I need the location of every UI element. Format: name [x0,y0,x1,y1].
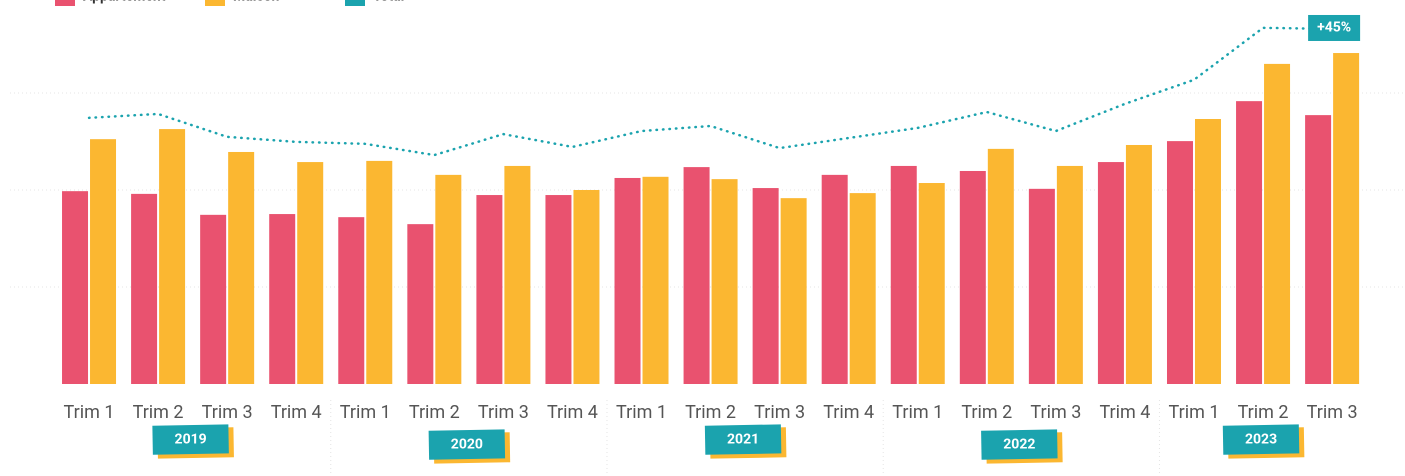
legend-label: Total [373,0,404,5]
legend-swatch [345,0,365,6]
bar [780,198,807,384]
year-label: 2020 [451,437,483,453]
x-tick-label: Trim 2 [409,402,460,423]
legend-swatch [55,0,75,6]
bar [1194,118,1221,384]
bar [711,179,738,384]
year-label: 2023 [1245,432,1277,448]
x-tick-label: Trim 3 [1030,402,1081,423]
x-tick-label: Trim 4 [271,402,322,423]
x-tick-label: Trim 1 [1169,402,1220,423]
x-tick-label: Trim 4 [547,402,598,423]
bar [1166,141,1193,384]
x-tick-label: Trim 1 [892,402,943,423]
bar [1028,188,1055,384]
bar [1264,63,1291,385]
x-tick-label: Trim 2 [685,402,736,423]
bar [1056,165,1083,384]
bar [683,167,710,384]
bar [200,214,227,384]
x-tick-label: Trim 2 [133,402,184,423]
year-label: 2022 [1003,437,1035,453]
bar [504,165,531,384]
bar [918,183,945,384]
bar [297,162,324,384]
annotation: +45% [1317,20,1351,36]
x-tick-label: Trim 3 [202,402,253,423]
bar [573,190,600,384]
x-tick-label: Trim 2 [1238,402,1289,423]
bar [1125,144,1152,384]
bar [849,193,876,384]
bar [890,165,917,384]
legend-label: Maison [233,0,280,5]
x-tick-label: Trim 1 [64,402,115,423]
bar [131,193,158,384]
year-box [152,424,229,455]
x-tick-label: Trim 2 [961,402,1012,423]
bar [338,217,365,384]
x-tick-label: Trim 3 [478,402,529,423]
bar [1097,162,1124,384]
bar [545,195,572,384]
year-box [704,424,782,455]
bar [642,176,669,384]
bar [987,148,1014,384]
bar [1236,101,1263,384]
bar [1305,115,1332,384]
bar [959,170,986,384]
x-tick-label: Trim 1 [340,402,391,423]
x-tick-label: Trim 1 [616,402,667,423]
x-tick-label: Trim 3 [1307,402,1358,423]
bar [90,139,117,384]
annotation-box [1308,14,1361,41]
bar [476,195,503,384]
bar [821,174,848,384]
bar [752,188,779,384]
bar [366,160,393,384]
year-box [981,429,1058,460]
bar [62,191,89,384]
year-box [1222,424,1300,455]
bar [614,177,641,384]
legend-swatch [205,0,225,6]
legend-label: Appartement [83,0,166,5]
x-tick-label: Trim 4 [1099,402,1150,423]
year-label: 2019 [175,432,207,448]
total-line [87,26,1334,157]
bar [159,129,186,384]
year-box [428,429,506,460]
bar [407,224,434,384]
bar [228,151,255,384]
bar [435,174,462,384]
bar [1333,53,1360,384]
x-tick-label: Trim 4 [823,402,874,423]
year-label: 2021 [727,432,759,448]
x-tick-label: Trim 3 [754,402,805,423]
bar [269,214,296,384]
